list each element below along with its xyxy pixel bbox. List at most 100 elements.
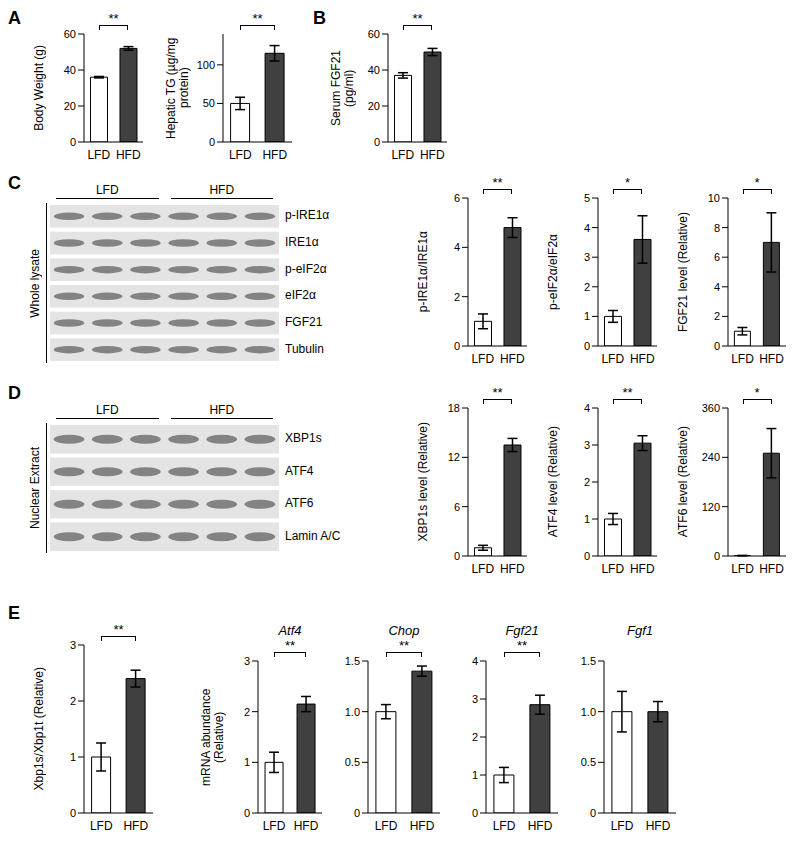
svg-text:360: 360 xyxy=(702,402,720,414)
svg-text:LFD: LFD xyxy=(263,819,286,833)
svg-text:1: 1 xyxy=(244,756,250,768)
svg-text:20: 20 xyxy=(368,100,380,112)
svg-text:LFD: LFD xyxy=(611,819,634,833)
svg-text:3: 3 xyxy=(244,655,250,667)
svg-text:HFD: HFD xyxy=(420,148,445,162)
svg-text:3: 3 xyxy=(70,639,76,651)
svg-text:HFD: HFD xyxy=(630,352,655,366)
svg-text:HFD: HFD xyxy=(630,562,655,576)
html-text:Hepatic TG (µg/mg protein): Hepatic TG (µg/mg protein) xyxy=(164,37,191,139)
html-text:p-eIF2α/eIF2α: p-eIF2α/eIF2α xyxy=(545,234,560,310)
svg-text:10: 10 xyxy=(708,192,720,204)
svg-text:1: 1 xyxy=(584,513,590,525)
svg-text:1: 1 xyxy=(584,310,590,322)
svg-text:50: 50 xyxy=(203,97,215,109)
svg-text:4: 4 xyxy=(584,222,590,234)
svg-text:1.5: 1.5 xyxy=(581,655,596,667)
svg-text:LFD: LFD xyxy=(90,819,113,833)
svg-text:0: 0 xyxy=(354,807,360,819)
svg-text:0: 0 xyxy=(70,807,76,819)
svg-text:HFD: HFD xyxy=(500,562,525,576)
svg-text:2: 2 xyxy=(584,476,590,488)
svg-text:LFD: LFD xyxy=(601,562,624,576)
svg-text:8: 8 xyxy=(714,222,720,234)
svg-text:HFD: HFD xyxy=(759,352,784,366)
svg-text:0: 0 xyxy=(584,340,590,352)
svg-text:2: 2 xyxy=(714,310,720,322)
svg-text:HFD: HFD xyxy=(646,819,671,833)
svg-text:18: 18 xyxy=(448,402,460,414)
svg-text:0: 0 xyxy=(244,807,250,819)
svg-text:HFD: HFD xyxy=(123,819,148,833)
svg-text:1: 1 xyxy=(472,769,478,781)
svg-text:4: 4 xyxy=(714,281,720,293)
svg-text:1.0: 1.0 xyxy=(581,706,596,718)
svg-text:5: 5 xyxy=(584,192,590,204)
svg-text:LFD: LFD xyxy=(493,819,516,833)
svg-text:1.0: 1.0 xyxy=(345,706,360,718)
svg-text:0.5: 0.5 xyxy=(345,756,360,768)
svg-text:0: 0 xyxy=(584,550,590,562)
svg-text:LFD: LFD xyxy=(471,352,494,366)
html-text:p-IRE1α: p-IRE1α xyxy=(285,208,330,223)
svg-text:LFD: LFD xyxy=(601,352,624,366)
svg-text:HFD: HFD xyxy=(410,819,435,833)
svg-text:2: 2 xyxy=(70,695,76,707)
svg-text:HFD: HFD xyxy=(262,148,287,162)
svg-text:LFD: LFD xyxy=(229,148,252,162)
svg-text:0.5: 0.5 xyxy=(581,756,596,768)
svg-text:1.5: 1.5 xyxy=(345,655,360,667)
svg-text:60: 60 xyxy=(64,28,76,40)
svg-text:40: 40 xyxy=(64,64,76,76)
svg-text:0: 0 xyxy=(70,136,76,148)
html-text:mRNA abundance (Relative): mRNA abundance (Relative) xyxy=(199,688,226,786)
svg-text:0: 0 xyxy=(374,136,380,148)
svg-text:240: 240 xyxy=(702,451,720,463)
svg-text:LFD: LFD xyxy=(87,148,110,162)
svg-text:0: 0 xyxy=(472,807,478,819)
svg-text:HFD: HFD xyxy=(759,562,784,576)
svg-text:4: 4 xyxy=(454,241,460,253)
html-text:Tubulin: Tubulin xyxy=(285,341,324,356)
svg-text:0: 0 xyxy=(454,550,460,562)
svg-text:2: 2 xyxy=(454,291,460,303)
svg-text:4: 4 xyxy=(472,655,478,667)
svg-text:0: 0 xyxy=(590,807,596,819)
svg-text:6: 6 xyxy=(454,192,460,204)
html-text:eIF2α: eIF2α xyxy=(285,288,316,303)
svg-text:HFD: HFD xyxy=(116,148,141,162)
svg-text:HFD: HFD xyxy=(500,352,525,366)
svg-text:HFD: HFD xyxy=(294,819,319,833)
html-text:Serum FGF21 (pg/ml): Serum FGF21 (pg/ml) xyxy=(329,50,356,126)
svg-text:12: 12 xyxy=(448,451,460,463)
svg-text:4: 4 xyxy=(584,402,590,414)
html-text:p-eIF2α: p-eIF2α xyxy=(285,261,327,276)
html-text:Body Weight (g): Body Weight (g) xyxy=(31,45,46,131)
html-text:p-IRE1α/IRE1α: p-IRE1α/IRE1α xyxy=(415,231,430,313)
svg-text:LFD: LFD xyxy=(375,819,398,833)
svg-text:0: 0 xyxy=(714,340,720,352)
svg-text:120: 120 xyxy=(702,501,720,513)
svg-text:3: 3 xyxy=(472,693,478,705)
svg-text:2: 2 xyxy=(584,281,590,293)
svg-text:LFD: LFD xyxy=(391,148,414,162)
svg-text:6: 6 xyxy=(714,251,720,263)
svg-text:HFD: HFD xyxy=(528,819,553,833)
svg-text:3: 3 xyxy=(584,251,590,263)
svg-text:0: 0 xyxy=(209,136,215,148)
svg-text:1: 1 xyxy=(70,751,76,763)
svg-text:3: 3 xyxy=(584,439,590,451)
svg-text:60: 60 xyxy=(368,28,380,40)
svg-text:2: 2 xyxy=(244,706,250,718)
svg-text:20: 20 xyxy=(64,100,76,112)
html-text:FGF21 level (Relative): FGF21 level (Relative) xyxy=(675,212,690,332)
svg-text:0: 0 xyxy=(454,340,460,352)
svg-text:6: 6 xyxy=(454,501,460,513)
svg-text:LFD: LFD xyxy=(731,352,754,366)
svg-text:LFD: LFD xyxy=(471,562,494,576)
svg-text:LFD: LFD xyxy=(731,562,754,576)
svg-text:40: 40 xyxy=(368,64,380,76)
svg-text:2: 2 xyxy=(472,731,478,743)
svg-text:100: 100 xyxy=(197,59,215,71)
svg-text:0: 0 xyxy=(714,550,720,562)
